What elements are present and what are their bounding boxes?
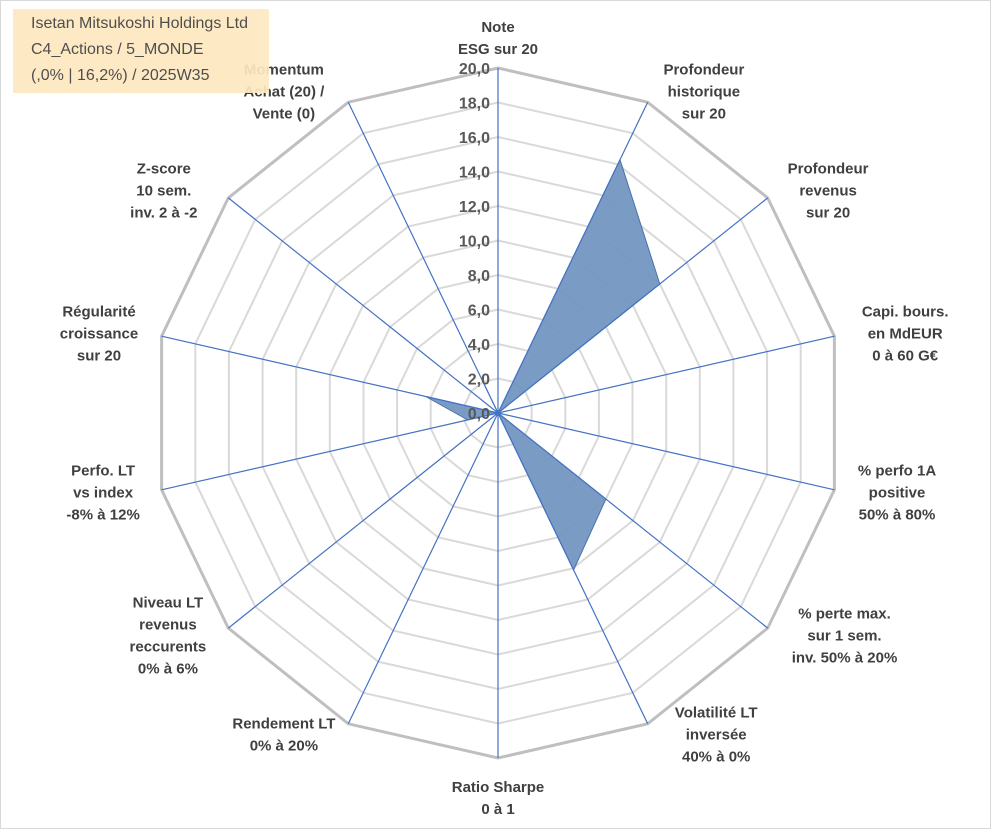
axis-spoke bbox=[347, 412, 499, 725]
axis-label-line: reccurents bbox=[130, 639, 207, 656]
axis-label-line: Capi. bours. bbox=[862, 304, 949, 321]
axis-label-line: revenus bbox=[139, 617, 197, 634]
axis-label-line: % perte max. bbox=[798, 606, 891, 623]
axis-label-line: inversée bbox=[686, 727, 747, 744]
axis-label: % perfo 1A positive 50% à 80% bbox=[858, 462, 937, 523]
axis-label-line: inv. 2 à -2 bbox=[130, 204, 197, 221]
axis-spoke bbox=[347, 101, 499, 414]
axis-label-line: Rendement LT bbox=[232, 716, 335, 733]
axis-label-line: en MdEUR bbox=[868, 326, 943, 343]
radial-tick-label: 12,0 bbox=[459, 199, 490, 216]
axis-label: % perte max. sur 1 sem. inv. 50% à 20% bbox=[792, 606, 898, 667]
radial-tick-label: 2,0 bbox=[468, 372, 490, 389]
axis-label-line: Vente (0) bbox=[253, 105, 316, 122]
axis-label-line: Régularité bbox=[62, 304, 135, 321]
axis-label-line: Profondeur bbox=[788, 160, 869, 177]
axis-label-line: Niveau LT bbox=[133, 595, 204, 612]
axis-label: Profondeur revenus sur 20 bbox=[788, 160, 869, 221]
radial-tick-label: 20,0 bbox=[459, 61, 490, 78]
axis-label-line: 10 sem. bbox=[136, 182, 191, 199]
axis-label-line: Profondeur bbox=[663, 61, 744, 78]
radial-tick-label: 14,0 bbox=[459, 165, 490, 182]
axis-label: Régularité croissance sur 20 bbox=[60, 304, 138, 365]
chart-title-stats: (,0% | 16,2%) / 2025W35 bbox=[31, 67, 210, 84]
axis-label-line: revenus bbox=[799, 182, 857, 199]
axis-spoke bbox=[497, 197, 769, 414]
axis-label-line: sur 1 sem. bbox=[807, 628, 881, 645]
axis-label-line: Perfo. LT bbox=[71, 462, 135, 479]
axis-label-line: sur 20 bbox=[682, 105, 726, 122]
axis-label-line: positive bbox=[869, 484, 926, 501]
axis-label-line: 0% à 6% bbox=[138, 661, 198, 678]
axis-label-line: ESG sur 20 bbox=[458, 41, 538, 58]
radial-tick-label: 6,0 bbox=[468, 303, 490, 320]
axis-label: Profondeur historique sur 20 bbox=[663, 61, 744, 122]
axis-label: Note ESG sur 20 bbox=[458, 19, 538, 58]
chart-title-company: Isetan Mitsukoshi Holdings Ltd bbox=[31, 15, 248, 32]
axis-label-line: -8% à 12% bbox=[66, 506, 139, 523]
axis-label-line: sur 20 bbox=[806, 204, 850, 221]
axis-spoke bbox=[497, 412, 835, 491]
axis-label: Volatilité LT inversée 40% à 0% bbox=[675, 705, 758, 766]
axis-label: Rendement LT 0% à 20% bbox=[232, 716, 335, 755]
axis-label-line: 0% à 20% bbox=[250, 738, 318, 755]
axis-label-line: Note bbox=[481, 19, 514, 36]
axis-label-line: % perfo 1A bbox=[858, 462, 937, 479]
axis-spoke bbox=[161, 335, 499, 414]
radial-tick-label: 4,0 bbox=[468, 337, 490, 354]
axis-spoke bbox=[497, 101, 649, 414]
radial-tick-label: 8,0 bbox=[468, 268, 490, 285]
axis-label: Niveau LT revenus reccurents 0% à 6% bbox=[130, 595, 207, 678]
axis-label-line: 0 à 60 G€ bbox=[872, 348, 939, 365]
radial-tick-label: 18,0 bbox=[459, 96, 490, 113]
axis-label-line: vs index bbox=[73, 484, 134, 501]
axis-spoke bbox=[497, 335, 835, 414]
axis-label: Ratio Sharpe 0 à 1 bbox=[452, 779, 545, 818]
axis-label-line: 40% à 0% bbox=[682, 749, 750, 766]
axis-label-line: historique bbox=[668, 83, 741, 100]
axis-spoke bbox=[497, 412, 769, 629]
axis-spoke bbox=[497, 412, 649, 725]
axis-label-line: croissance bbox=[60, 326, 138, 343]
axis-label-line: Volatilité LT bbox=[675, 705, 758, 722]
axis-label-line: sur 20 bbox=[77, 348, 121, 365]
radial-tick-label: 0,0 bbox=[468, 406, 490, 423]
axis-label-line: inv. 50% à 20% bbox=[792, 650, 898, 667]
chart-title-category: C4_Actions / 5_MONDE bbox=[31, 41, 204, 58]
axis-label: Z-score 10 sem. inv. 2 à -2 bbox=[130, 160, 197, 221]
axis-label-line: Z-score bbox=[137, 160, 191, 177]
axis-label-line: 50% à 80% bbox=[859, 506, 936, 523]
radial-tick-label: 16,0 bbox=[459, 130, 490, 147]
axis-spoke bbox=[227, 197, 499, 414]
axis-label-line: 0 à 1 bbox=[481, 801, 514, 818]
axis-label: Capi. bours. en MdEUR 0 à 60 G€ bbox=[862, 304, 949, 365]
radial-tick-label: 10,0 bbox=[459, 234, 490, 251]
axis-spoke bbox=[227, 412, 499, 629]
axis-label-line: Ratio Sharpe bbox=[452, 779, 545, 796]
axis-spoke bbox=[161, 412, 499, 491]
chart-title-box: Isetan Mitsukoshi Holdings Ltd C4_Action… bbox=[13, 9, 269, 93]
axis-label: Perfo. LT vs index -8% à 12% bbox=[66, 462, 139, 523]
